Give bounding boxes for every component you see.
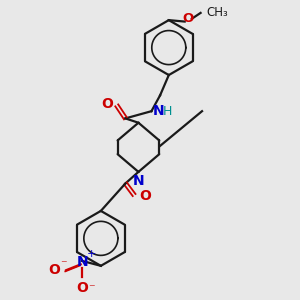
Text: O: O <box>76 281 88 295</box>
Text: ⁻: ⁻ <box>60 259 67 272</box>
Text: O: O <box>49 263 60 277</box>
Text: N: N <box>133 174 144 188</box>
Text: +: + <box>87 249 96 259</box>
Text: N: N <box>153 104 164 118</box>
Text: N: N <box>76 255 88 269</box>
Text: O: O <box>101 97 113 111</box>
Text: ⁻: ⁻ <box>88 282 94 295</box>
Text: H: H <box>162 105 172 118</box>
Text: O: O <box>182 12 193 25</box>
Text: O: O <box>139 190 151 203</box>
Text: CH₃: CH₃ <box>206 6 228 20</box>
